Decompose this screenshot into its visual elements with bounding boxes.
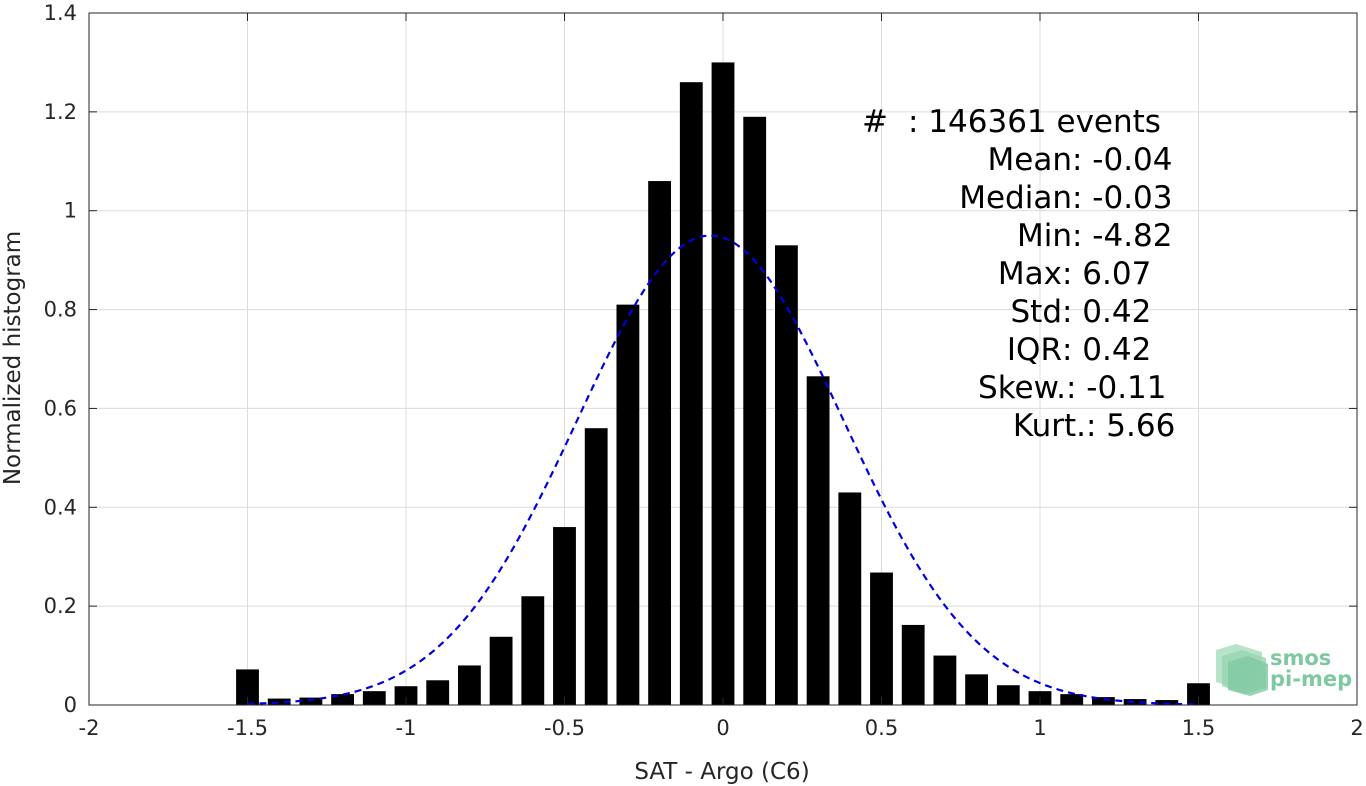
- x-tick-labels: -2 -1.5 -1 -0.5 0 0.5 1 1.5 2: [79, 716, 1364, 740]
- x-axis-label: SAT - Argo (C6): [634, 759, 809, 785]
- histogram-bar: [1187, 683, 1210, 705]
- histogram-bar: [521, 596, 545, 705]
- histogram-bar: [648, 181, 672, 706]
- stat-min-value: : -4.82: [1072, 218, 1173, 254]
- y-tick-label: 0.4: [44, 495, 77, 519]
- histogram-bar: [743, 116, 767, 706]
- stat-min-label: Min: [1017, 218, 1072, 254]
- histogram-bar: [806, 376, 830, 705]
- histogram-bar: [1155, 700, 1179, 705]
- gaussian-fit-curve: [247, 234, 1199, 706]
- histogram-bar: [711, 62, 735, 705]
- histogram-bar: [362, 691, 386, 705]
- x-tick-label: 1: [1033, 716, 1046, 740]
- histogram-bar: [426, 680, 450, 705]
- y-tick-label: 1.2: [44, 100, 77, 124]
- statistics-annotation: # : 146361 events Mean : -0.04 Median : …: [862, 104, 1175, 444]
- histogram-bars: [236, 62, 1210, 706]
- x-tick-label: 1.5: [1182, 716, 1215, 740]
- stat-count-value: : 146361 events: [908, 104, 1161, 140]
- stat-mean-label: Mean: [988, 142, 1072, 178]
- x-tick-label: -1: [396, 716, 417, 740]
- stat-std-label: Std: [1010, 294, 1062, 330]
- histogram-bar: [457, 665, 481, 705]
- y-tick-labels: 0 0.2 0.4 0.6 0.8 1 1.2 1.4: [44, 1, 77, 717]
- stat-count-label: #: [862, 104, 908, 140]
- x-tick-label: 0.5: [865, 716, 898, 740]
- stat-iqr-label: IQR: [1007, 332, 1062, 368]
- y-tick-label: 1.4: [44, 1, 77, 25]
- stat-max-value: : 6.07: [1062, 256, 1151, 292]
- histogram-bar: [1091, 697, 1115, 705]
- histogram-bar: [996, 685, 1020, 705]
- stat-kurt-value: : 5.66: [1086, 408, 1175, 444]
- histogram-bar: [553, 527, 576, 705]
- histogram-bar: [838, 492, 862, 705]
- histogram-bar: [584, 428, 608, 705]
- logo-line1: smos: [1270, 646, 1331, 670]
- logo-layers-icon: [1216, 644, 1268, 696]
- stat-skew-label: Skew.: [978, 370, 1066, 406]
- logo-line2: pi-mep: [1270, 667, 1352, 691]
- histogram-bar: [774, 245, 798, 706]
- stat-std-value: : 0.42: [1062, 294, 1151, 330]
- y-axis-label: Normalized histogram: [0, 231, 26, 485]
- stat-max-label: Max: [998, 256, 1062, 292]
- histogram-bar: [394, 686, 418, 705]
- stat-median-value: : -0.03: [1072, 180, 1173, 216]
- histogram-bar: [679, 82, 703, 705]
- histogram-bar: [299, 697, 323, 705]
- stat-iqr-value: : 0.42: [1062, 332, 1151, 368]
- stat-mean-value: : -0.04: [1072, 142, 1173, 178]
- axis-ticks: [88, 12, 1358, 706]
- y-tick-label: 0.8: [44, 298, 77, 322]
- y-tick-label: 0.2: [44, 594, 77, 618]
- smos-pi-mep-logo: smos pi-mep: [1216, 644, 1352, 696]
- histogram-bar: [965, 674, 989, 705]
- histogram-bar: [489, 636, 513, 705]
- y-tick-label: 1: [64, 199, 77, 223]
- histogram-bar: [616, 304, 640, 705]
- x-tick-label: -0.5: [544, 716, 585, 740]
- histogram-bar: [1123, 699, 1147, 705]
- x-tick-label: 0: [716, 716, 729, 740]
- histogram-bar: [331, 694, 355, 705]
- x-tick-label: -1.5: [227, 716, 268, 740]
- y-tick-label: 0.6: [44, 396, 77, 420]
- histogram-bar: [1060, 694, 1084, 705]
- histogram-bar: [901, 624, 925, 705]
- histogram-bar: [933, 655, 957, 705]
- histogram-bar: [236, 669, 259, 705]
- histogram-bar: [267, 698, 291, 705]
- stat-skew-value: : -0.11: [1066, 370, 1167, 406]
- y-tick-label: 0: [64, 693, 77, 717]
- stat-kurt-label: Kurt.: [1013, 408, 1086, 444]
- stat-median-label: Median: [959, 180, 1072, 216]
- histogram-bar: [870, 572, 893, 705]
- x-tick-label: 2: [1350, 716, 1363, 740]
- x-tick-label: -2: [79, 716, 100, 740]
